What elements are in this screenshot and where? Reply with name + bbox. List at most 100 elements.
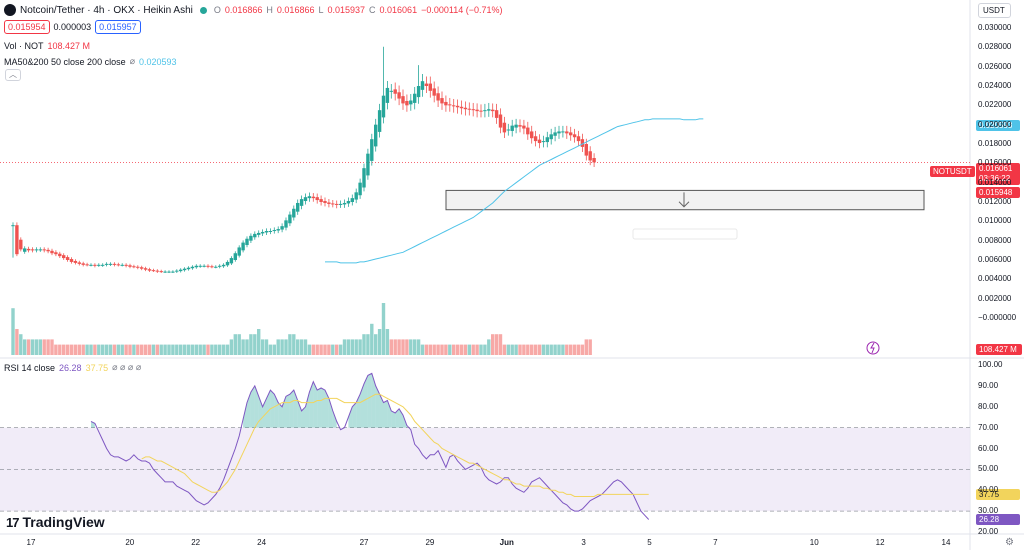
rsi-overbought-fill [387, 400, 392, 428]
ma-hidden-icon[interactable]: ⌀ [129, 56, 136, 66]
volume-bar [420, 344, 425, 355]
candle-body [116, 264, 120, 266]
candle-body [292, 208, 296, 218]
candle-body [73, 260, 78, 263]
rsi-overbought-fill [301, 406, 306, 428]
volume-bar [576, 344, 581, 355]
candle-body [374, 124, 378, 147]
volume-bar [108, 344, 113, 355]
rsi-legend[interactable]: RSI 14 close 26.28 37.75 ⌀ ⌀ ⌀ ⌀ [4, 362, 141, 373]
ma-legend[interactable]: MA50&200 50 close 200 close ⌀ 0.020593 [4, 56, 177, 67]
candle-body [89, 264, 93, 266]
ask-button[interactable]: 0.015957 [95, 20, 141, 34]
candle-body [588, 151, 592, 161]
volume-bar [163, 344, 167, 355]
candle-body [97, 264, 101, 266]
volume-bar [432, 344, 436, 355]
volume-bar [175, 344, 179, 355]
candle-body [276, 229, 280, 231]
volume-bar [210, 344, 214, 355]
candle-body [584, 144, 588, 156]
volume-bar [73, 344, 78, 355]
volume-bar [377, 329, 382, 355]
candle-body [424, 83, 429, 86]
price-tick-label: 0.024000 [978, 81, 1012, 90]
volume-bar [128, 344, 132, 355]
currency-selector[interactable]: USDT [978, 3, 1011, 18]
candle-body [42, 249, 46, 251]
candle-body [179, 269, 183, 272]
volume-bar [77, 344, 81, 355]
candle-body [198, 265, 202, 267]
candle-body [416, 86, 421, 98]
volume-bar [471, 344, 475, 355]
candle-body [561, 131, 565, 133]
volume-bar [38, 339, 42, 355]
volume-bar [34, 339, 39, 355]
volume-bar [11, 308, 15, 355]
rsi-overbought-fill [383, 400, 388, 428]
symbol-title[interactable]: Notcoin/Tether · 4h · OKX · Heikin Ashi [20, 4, 193, 16]
volume-bar [229, 339, 234, 355]
symbol-logo-icon[interactable] [4, 4, 16, 16]
time-tick-label: 3 [581, 538, 586, 547]
volume-bar [85, 344, 89, 355]
candle-body [530, 131, 534, 139]
collapse-legend-button[interactable]: ︿ [5, 69, 21, 81]
tradingview-logo-text: TradingView [22, 514, 105, 530]
candle-body [175, 270, 179, 272]
tradingview-logo-icon: 17 [6, 514, 20, 530]
volume-bar [186, 344, 191, 355]
candle-body [479, 110, 483, 112]
candle-body [140, 267, 144, 269]
open-value: 0.016866 [224, 5, 263, 15]
candle-body [264, 231, 269, 233]
header-row-ohlc: Notcoin/Tether · 4h · OKX · Heikin Ashi … [4, 4, 502, 16]
volume-bar [179, 344, 183, 355]
close-label: C [369, 5, 376, 15]
volume-bar [545, 344, 549, 355]
candle-body [26, 248, 31, 251]
candle-body [494, 110, 499, 118]
candle-body [249, 235, 253, 241]
candle-body [405, 100, 409, 106]
volume-bar [452, 344, 456, 355]
candle-body [112, 263, 117, 265]
bid-ask-row: 0.015954 0.000003 0.015957 [4, 20, 141, 34]
candle-body [159, 271, 163, 273]
candle-body [436, 93, 440, 101]
volume-bar [218, 344, 222, 355]
rsi-hidden-icon[interactable]: ⌀ ⌀ ⌀ ⌀ [112, 362, 142, 372]
candle-body [510, 125, 514, 131]
volume-bar [335, 344, 339, 355]
volume-bar [362, 334, 366, 355]
volume-bar [506, 344, 510, 355]
rsi-overbought-fill [309, 381, 314, 428]
volume-bar [120, 344, 124, 355]
candle-body [440, 98, 444, 104]
candle-body [307, 196, 312, 199]
time-tick-label: 10 [809, 538, 819, 547]
volume-legend[interactable]: Vol · NOT 108.427 M [4, 41, 90, 51]
volume-bar [537, 344, 542, 355]
candle-body [299, 199, 304, 206]
price-tick-label: 0.010000 [978, 216, 1012, 226]
settings-gear-icon[interactable]: ⚙ [1005, 537, 1014, 548]
volume-bar [182, 344, 187, 355]
candle-body [463, 107, 468, 110]
tradingview-logo[interactable]: 17 TradingView [6, 514, 105, 530]
price-tick-label: 0.022000 [978, 100, 1012, 110]
time-tick-label: 14 [941, 538, 951, 547]
candle-body [241, 242, 245, 251]
volume-bar [475, 344, 479, 355]
candle-body [487, 109, 491, 111]
volume-bar [214, 344, 218, 355]
candle-body [260, 231, 265, 234]
rsi-value: 26.28 [59, 362, 82, 373]
price-tick-label: 0.028000 [978, 42, 1012, 52]
volume-bar [405, 339, 409, 355]
bid-button[interactable]: 0.015954 [4, 20, 50, 34]
volume-bar [272, 344, 276, 355]
candle-body [526, 127, 530, 135]
